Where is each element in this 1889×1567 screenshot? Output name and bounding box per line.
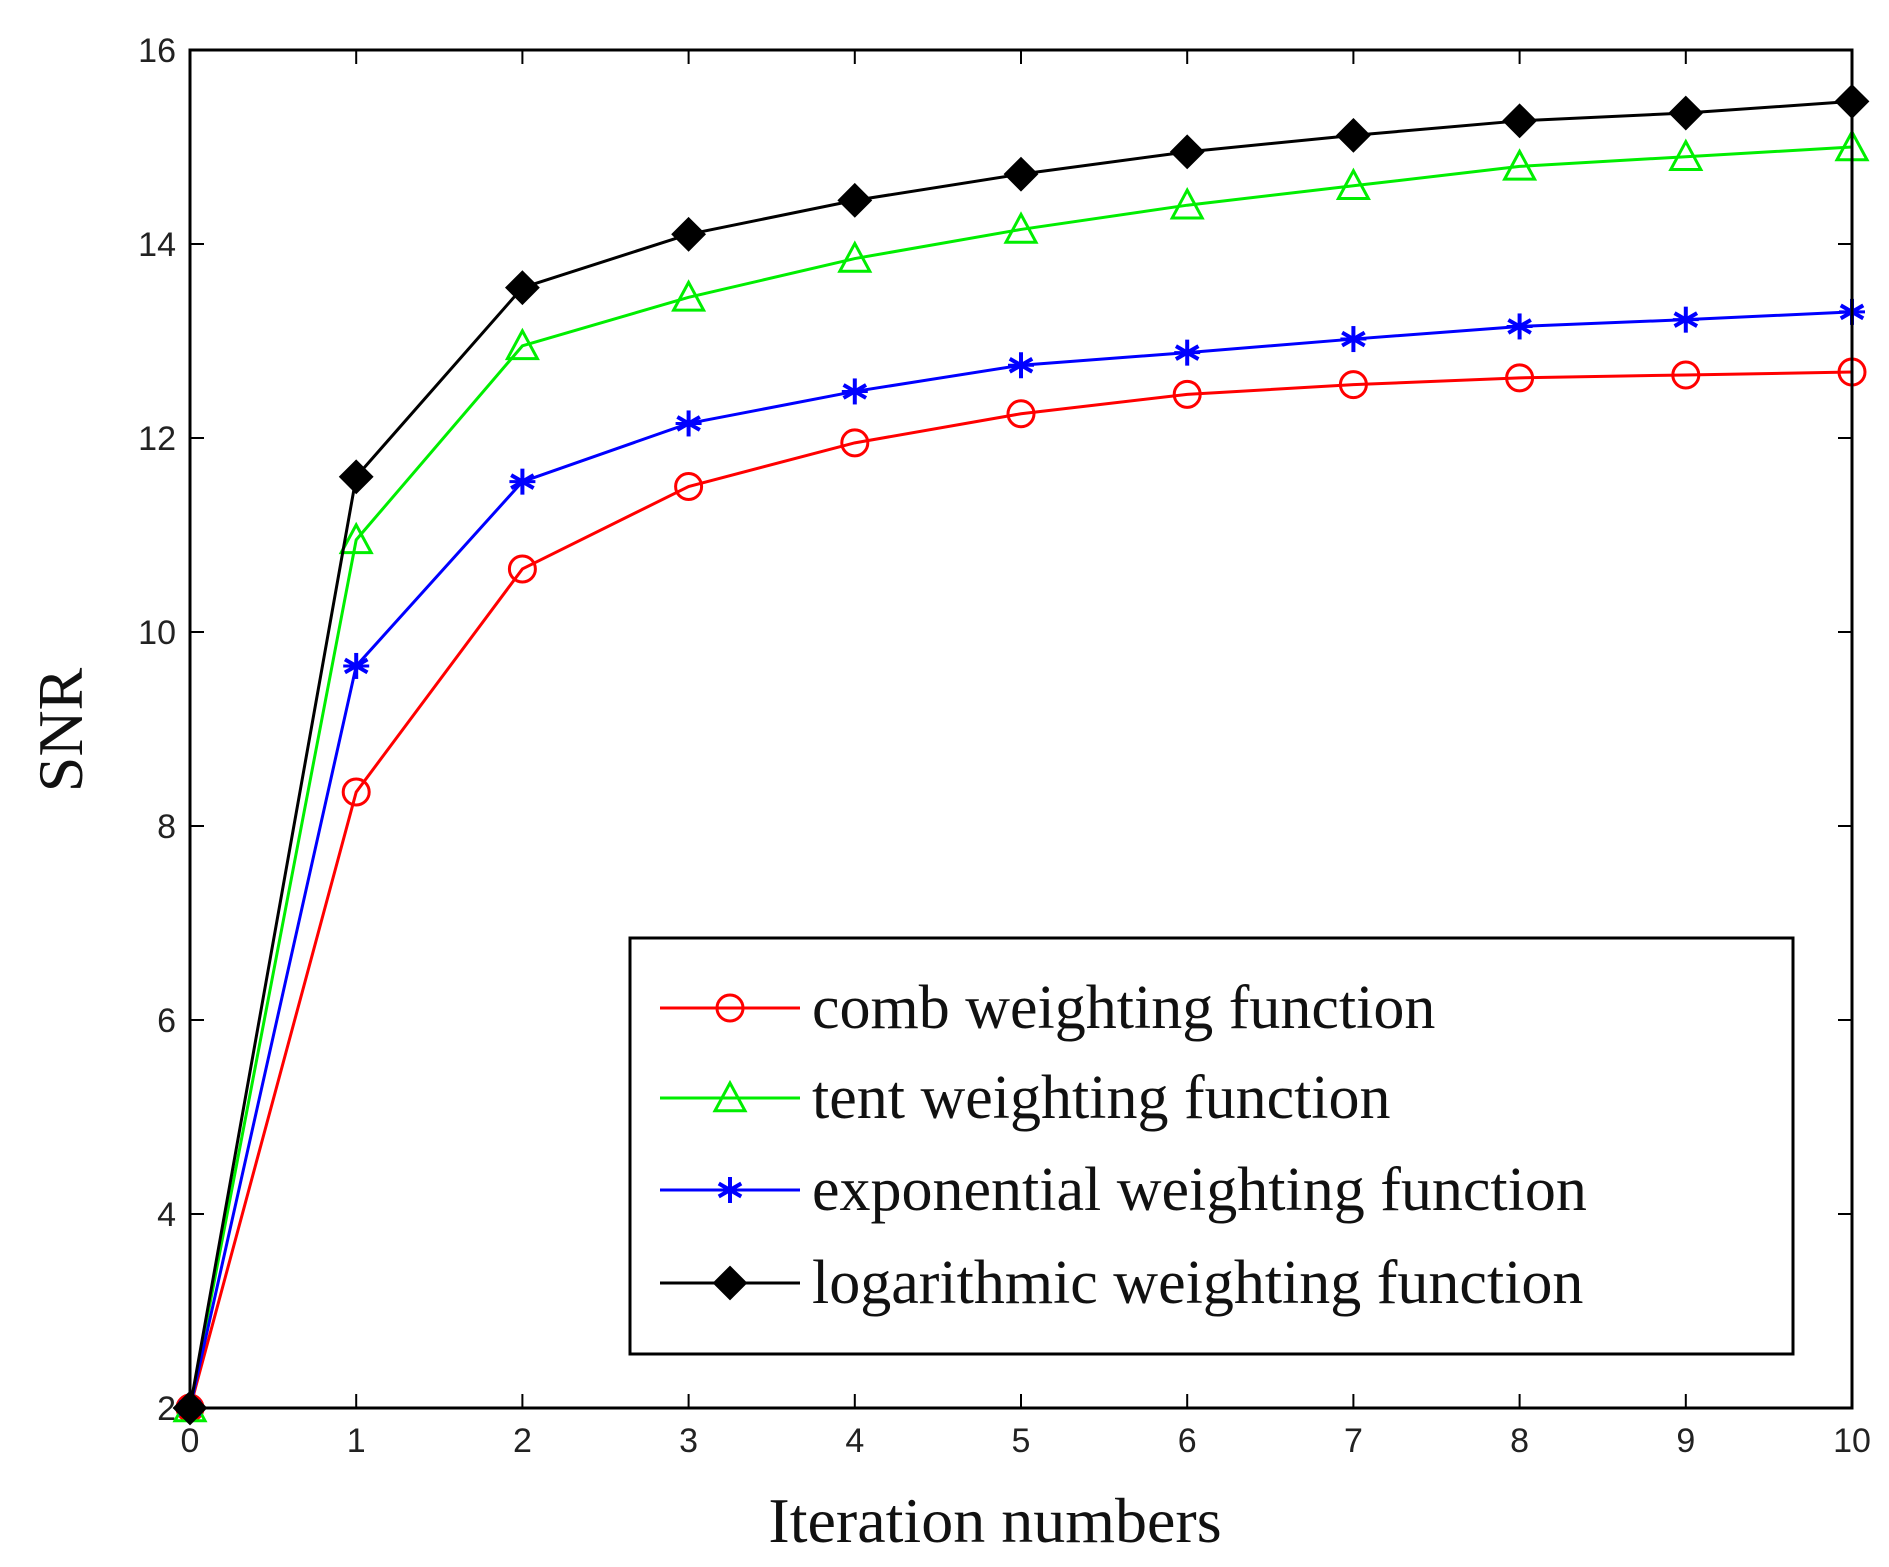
series-3 bbox=[172, 83, 1870, 1426]
legend-label: logarithmic weighting function bbox=[812, 1249, 1583, 1317]
data-point bbox=[1008, 352, 1034, 379]
data-point bbox=[1003, 156, 1039, 192]
x-tick-label: 9 bbox=[1676, 1422, 1695, 1460]
x-tick-label: 10 bbox=[1833, 1422, 1871, 1460]
data-point bbox=[1506, 313, 1533, 340]
x-tick-label: 2 bbox=[513, 1422, 532, 1460]
y-tick-label: 2 bbox=[157, 1390, 176, 1428]
data-point bbox=[1502, 148, 1538, 181]
data-point bbox=[343, 652, 370, 679]
data-point bbox=[837, 182, 873, 218]
y-tick-label: 16 bbox=[138, 32, 176, 70]
x-tick-label: 7 bbox=[1344, 1422, 1363, 1460]
data-point bbox=[504, 327, 540, 361]
legend-item: tent weighting function bbox=[660, 1064, 1391, 1132]
data-point bbox=[675, 410, 702, 437]
y-axis-title: SNR bbox=[25, 667, 96, 792]
x-tick-label: 1 bbox=[347, 1422, 366, 1460]
y-tick-label: 6 bbox=[157, 1002, 176, 1040]
data-point bbox=[1502, 103, 1538, 139]
data-point bbox=[1668, 138, 1704, 171]
legend-label: tent weighting function bbox=[812, 1064, 1391, 1132]
data-point bbox=[1169, 134, 1205, 170]
data-point bbox=[840, 428, 870, 458]
series-line bbox=[188, 370, 1853, 1409]
x-tick-label: 6 bbox=[1178, 1422, 1197, 1460]
series-line bbox=[188, 145, 1853, 1409]
legend-box bbox=[628, 936, 1795, 1356]
data-point bbox=[1671, 360, 1701, 390]
legend-item: logarithmic weighting function bbox=[660, 1249, 1583, 1317]
x-tick-label: 3 bbox=[679, 1422, 698, 1460]
plot-frame bbox=[188, 48, 1854, 1410]
data-point bbox=[1335, 117, 1371, 153]
x-tick-label: 8 bbox=[1510, 1422, 1529, 1460]
legend: comb weighting function tent weighting fu… bbox=[628, 936, 1795, 1356]
series-layer bbox=[172, 83, 1870, 1426]
x-tick-label: 5 bbox=[1012, 1422, 1031, 1460]
y-tick-label: 4 bbox=[157, 1196, 176, 1234]
data-point bbox=[1340, 326, 1367, 353]
data-point bbox=[1169, 187, 1205, 220]
series-2 bbox=[177, 298, 1865, 1421]
data-point bbox=[1003, 211, 1039, 244]
legend-marker bbox=[717, 1177, 743, 1203]
legend-marker bbox=[712, 1265, 748, 1301]
data-point bbox=[674, 472, 704, 501]
y-tick-label: 10 bbox=[138, 614, 176, 652]
data-point bbox=[338, 459, 374, 495]
data-point bbox=[1006, 399, 1036, 429]
legend-item: exponential weighting function bbox=[660, 1156, 1587, 1224]
data-point bbox=[837, 240, 873, 273]
x-axis-title: Iteration numbers bbox=[768, 1485, 1221, 1556]
data-point bbox=[341, 777, 371, 807]
y-tick-label: 12 bbox=[138, 420, 176, 458]
legend-label: comb weighting function bbox=[812, 974, 1435, 1042]
data-point bbox=[504, 270, 540, 306]
y-tick-label: 14 bbox=[138, 226, 176, 264]
legend-label: exponential weighting function bbox=[812, 1156, 1587, 1224]
legend-marker bbox=[712, 1079, 748, 1113]
data-point bbox=[509, 468, 536, 495]
data-point bbox=[1335, 167, 1371, 201]
data-point bbox=[1338, 370, 1368, 400]
x-tick-label: 0 bbox=[181, 1422, 200, 1460]
data-point bbox=[1172, 379, 1202, 409]
data-point bbox=[671, 279, 707, 312]
data-point bbox=[841, 378, 868, 405]
data-point bbox=[1672, 306, 1699, 333]
legend-marker bbox=[715, 993, 745, 1023]
data-point bbox=[671, 216, 707, 252]
x-tick-label: 4 bbox=[845, 1422, 864, 1460]
data-point bbox=[338, 521, 374, 555]
ticks-layer bbox=[189, 49, 1853, 1409]
data-point bbox=[1174, 339, 1201, 366]
data-point bbox=[507, 554, 537, 584]
data-point bbox=[1505, 363, 1535, 393]
data-point bbox=[1668, 95, 1704, 131]
y-tick-label: 8 bbox=[157, 808, 176, 846]
legend-item: comb weighting function bbox=[660, 974, 1435, 1042]
legend-items: comb weighting function tent weighting fu… bbox=[660, 974, 1587, 1317]
